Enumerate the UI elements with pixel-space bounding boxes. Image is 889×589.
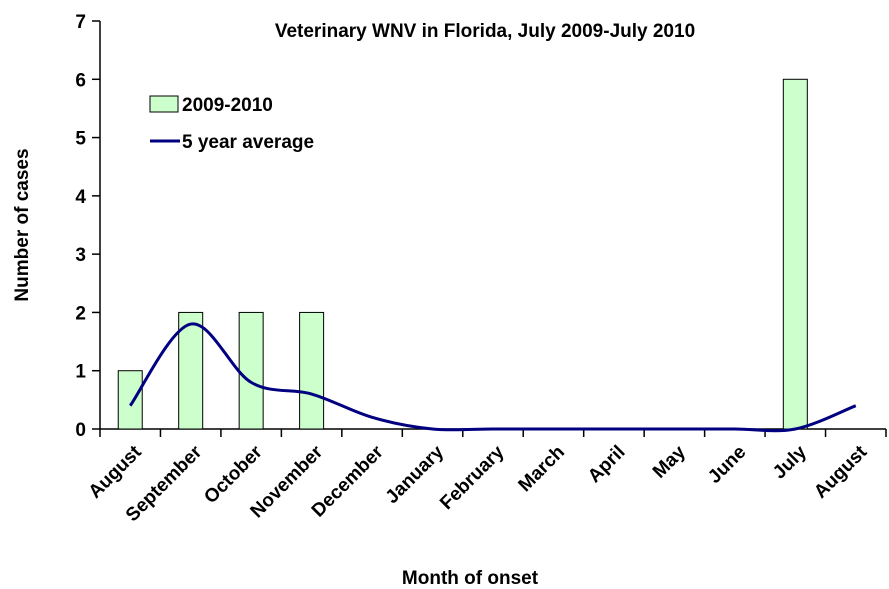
x-tick-label: March xyxy=(515,442,569,496)
y-tick-label: 4 xyxy=(75,187,86,208)
y-tick-label: 5 xyxy=(75,129,86,150)
y-tick-label: 7 xyxy=(75,12,86,33)
y-tick-label: 0 xyxy=(75,420,86,441)
x-axis-title: Month of onset xyxy=(402,568,539,589)
y-tick-label: 3 xyxy=(75,245,86,266)
x-tick-label: June xyxy=(704,442,750,488)
bar xyxy=(117,370,143,430)
x-tick-label: July xyxy=(769,441,811,483)
y-axis-title: Number of cases xyxy=(12,148,33,301)
y-tick-label: 1 xyxy=(75,362,86,383)
legend-label: 5 year average xyxy=(182,132,314,153)
y-tick-label: 6 xyxy=(75,70,86,91)
bar xyxy=(238,311,264,430)
legend-swatch xyxy=(149,95,179,113)
legend-label: 2009-2010 xyxy=(182,95,273,116)
x-tick-label: May xyxy=(649,441,690,482)
bar xyxy=(782,78,808,430)
bar xyxy=(178,311,204,430)
x-tick-label: August xyxy=(810,441,872,503)
x-tick-label: February xyxy=(436,441,509,514)
x-tick-label: August xyxy=(85,441,147,503)
chart-title: Veterinary WNV in Florida, July 2009-Jul… xyxy=(275,21,695,42)
bar xyxy=(299,311,325,430)
y-tick-label: 2 xyxy=(75,303,86,324)
line xyxy=(129,322,857,433)
x-tick-label: April xyxy=(584,442,629,487)
